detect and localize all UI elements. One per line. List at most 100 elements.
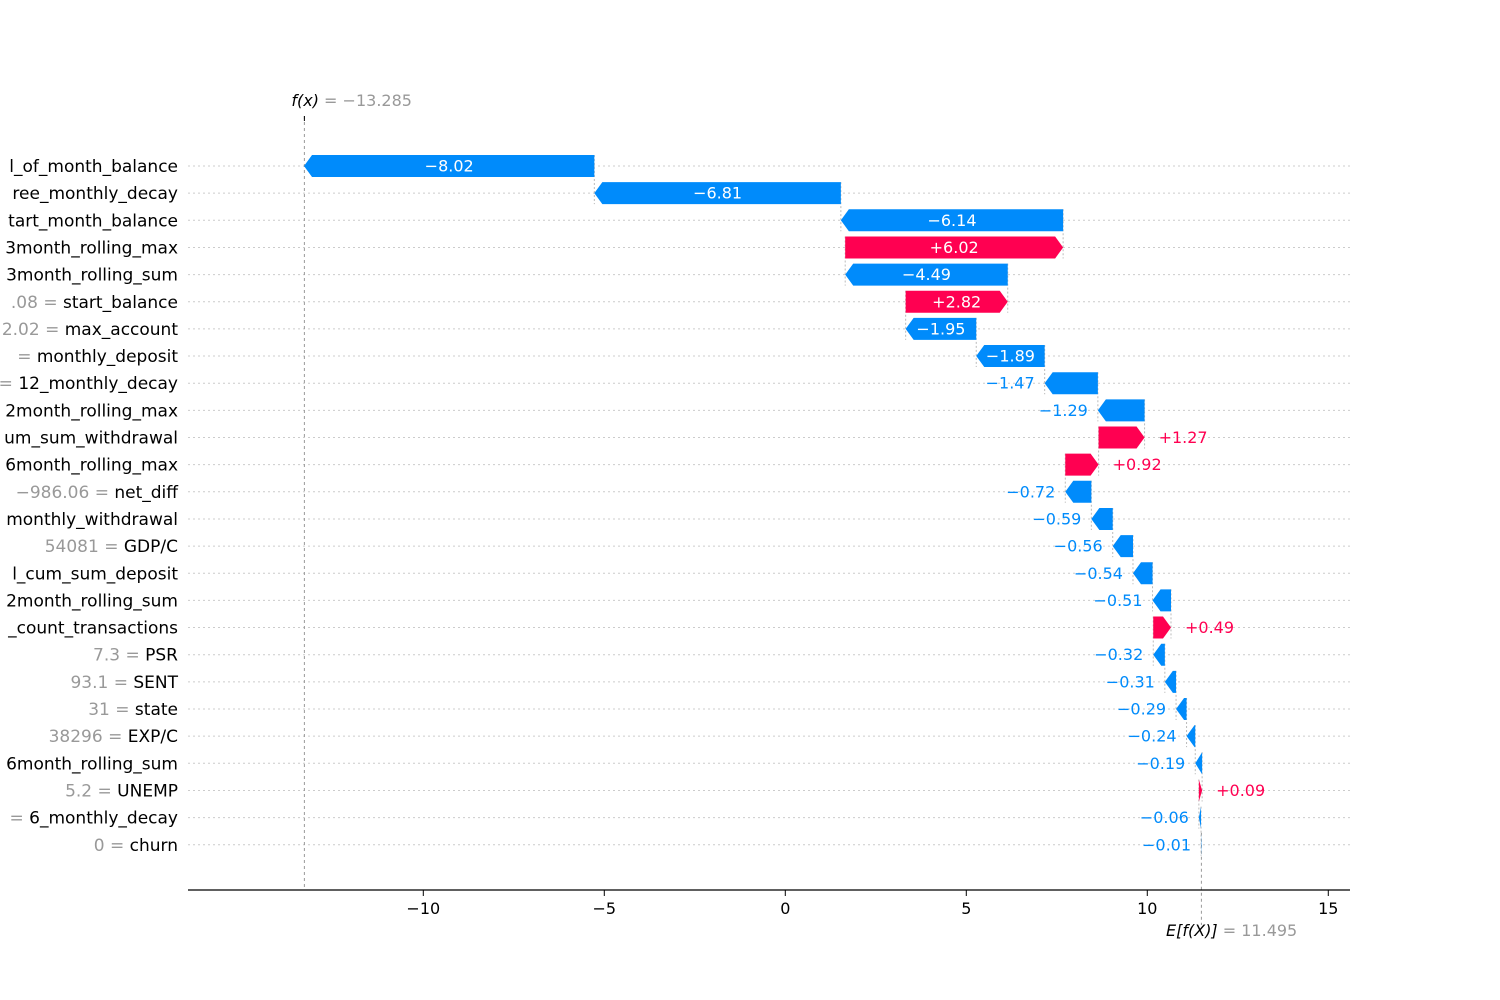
feature-label: 3month_rolling_max — [5, 238, 178, 258]
feature-name: um_sum_withdrawal — [4, 429, 178, 449]
fx-value: = −13.285 — [319, 91, 412, 110]
positive-shap-bar — [1098, 426, 1145, 449]
feature-name: net_diff — [114, 483, 179, 503]
bar-value-label: −6.81 — [693, 184, 742, 203]
x-tick-label: 15 — [1318, 899, 1338, 918]
negative-shap-bar — [845, 263, 1008, 286]
positive-shap-bar — [845, 236, 1064, 259]
feature-name: UNEMP — [117, 781, 178, 801]
feature-label: 0 = churn — [94, 836, 178, 856]
positive-shap-bar — [905, 290, 1008, 313]
feature-name: max_account — [65, 320, 179, 340]
feature-label: 3month_rolling_sum — [6, 266, 178, 286]
feature-label: = 12_monthly_decay — [0, 374, 178, 394]
positive-shap-bar — [1065, 453, 1099, 476]
negative-shap-bar — [1065, 480, 1092, 503]
feature-name: _count_transactions — [7, 619, 178, 639]
feature-label: um_sum_withdrawal — [4, 429, 178, 449]
feature-value: = — [17, 347, 37, 367]
feature-value: = — [0, 374, 18, 394]
feature-name: 12_monthly_decay — [18, 374, 178, 394]
x-tick-label: −10 — [406, 899, 440, 918]
bar-value-label: −0.31 — [1106, 672, 1155, 691]
negative-shap-bar — [1186, 725, 1196, 748]
feature-name: 6_monthly_decay — [29, 809, 178, 829]
feature-label: .08 = start_balance — [11, 293, 178, 313]
bar-value-label: −0.54 — [1074, 564, 1123, 583]
feature-label: ree_monthly_decay — [12, 184, 178, 204]
feature-label: 6month_rolling_max — [5, 456, 178, 476]
feature-value: 5.2 = — [65, 781, 117, 801]
positive-shap-bar — [1153, 616, 1171, 639]
negative-shap-bar — [1164, 670, 1177, 693]
feature-value: 2.02 = — [2, 320, 65, 340]
feature-label: 93.1 = SENT — [70, 673, 178, 693]
x-tick-label: 0 — [780, 899, 790, 918]
fx-prefix: f(x) — [291, 91, 319, 110]
feature-label: 2month_rolling_sum — [6, 591, 178, 611]
feature-label: 31 = state — [88, 700, 178, 720]
negative-shap-bar — [1195, 752, 1203, 775]
feature-label: 2.02 = max_account — [2, 320, 179, 340]
feature-name: EXP/C — [128, 727, 178, 747]
feature-name: churn — [130, 836, 178, 856]
connector-lines — [593, 155, 1203, 856]
feature-name: 3month_rolling_sum — [6, 266, 178, 286]
negative-shap-bar — [905, 317, 977, 340]
bar-value-label: −0.01 — [1142, 835, 1191, 854]
bar-value-label: −0.29 — [1117, 700, 1166, 719]
bar-value-label: −6.14 — [927, 211, 976, 230]
feature-name: 6month_rolling_sum — [6, 754, 178, 774]
bar-value-label: −1.47 — [986, 374, 1035, 393]
positive-shap-bar — [1198, 779, 1203, 802]
feature-labels: l_of_month_balance ree_monthly_decay tart_… — [0, 157, 179, 856]
negative-shap-bar — [976, 345, 1045, 368]
feature-name: monthly_withdrawal — [6, 510, 178, 530]
feature-value: 54081 = — [45, 537, 124, 557]
feature-label: 54081 = GDP/C — [45, 537, 178, 557]
negative-shap-bar — [1132, 562, 1153, 585]
feature-name: 2month_rolling_sum — [6, 591, 178, 611]
feature-name: start_balance — [63, 293, 178, 313]
bar-value-label: −8.02 — [425, 157, 474, 176]
feature-value: 7.3 = — [93, 646, 145, 666]
negative-shap-bar — [1198, 806, 1202, 829]
negative-shap-bar — [1153, 643, 1165, 666]
negative-shap-bar — [1176, 698, 1187, 720]
x-axis: −10 −5 0 5 10 15 — [188, 889, 1350, 918]
feature-label: 2month_rolling_max — [5, 401, 178, 421]
bar-value-label: −0.56 — [1054, 537, 1103, 556]
feature-label: −986.06 = net_diff — [16, 483, 180, 503]
bar-value-label: −0.32 — [1094, 645, 1143, 664]
efx-value: = 11.495 — [1218, 921, 1298, 940]
feature-name: tart_month_balance — [8, 211, 178, 231]
x-tick-label: −5 — [592, 899, 616, 918]
efx-annotation: E[f(X)] = 11.495 — [1166, 921, 1297, 940]
feature-name: l_of_month_balance — [9, 157, 178, 177]
bar-value-label: −1.89 — [986, 347, 1035, 366]
feature-label: monthly_withdrawal — [6, 510, 178, 530]
feature-name: 2month_rolling_max — [5, 401, 178, 421]
efx-prefix: E[f(X)] — [1166, 921, 1218, 940]
feature-value: = — [9, 809, 29, 829]
feature-label: 7.3 = PSR — [93, 646, 178, 666]
feature-value: 0 = — [94, 836, 130, 856]
x-tick-label: 5 — [961, 899, 971, 918]
bar-value-label: −0.59 — [1032, 509, 1081, 528]
reference-lines — [303, 116, 1202, 925]
feature-name: state — [135, 700, 178, 720]
bar-value-label: −4.49 — [902, 265, 951, 284]
feature-name: GDP/C — [124, 537, 178, 557]
feature-name: PSR — [145, 646, 178, 666]
feature-value: −986.06 = — [16, 483, 115, 503]
feature-name: SENT — [133, 673, 178, 693]
feature-label: 5.2 = UNEMP — [65, 781, 178, 801]
feature-name: 6month_rolling_max — [5, 456, 178, 476]
negative-shap-bar — [840, 209, 1064, 232]
bar-value-label: −0.06 — [1140, 808, 1189, 827]
bar-value-label: +2.82 — [932, 292, 981, 311]
bar-value-label: +0.49 — [1185, 618, 1234, 637]
feature-value: 31 = — [88, 700, 135, 720]
feature-value: .08 = — [11, 293, 63, 313]
